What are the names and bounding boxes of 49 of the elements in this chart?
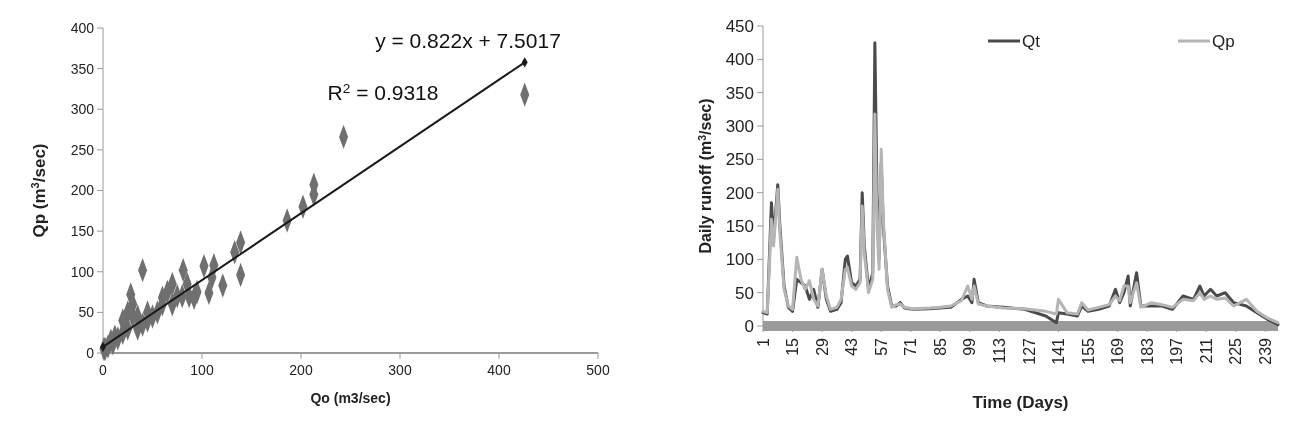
x-tick-label: 155	[1079, 337, 1097, 365]
x-tick-label: 57	[872, 337, 890, 356]
x-tick-label: 15	[784, 337, 802, 356]
x-tick-label: 85	[931, 337, 949, 356]
x-tick-label: 300	[388, 362, 412, 378]
y-tick-label: 400	[725, 50, 754, 70]
y-tick-label: 400	[70, 19, 95, 36]
y-tick-label: 200	[70, 182, 95, 199]
x-tick-label: 239	[1256, 337, 1274, 365]
annotation: y = 0.822x + 7.5017	[375, 29, 561, 52]
y-tick-label: 0	[744, 316, 754, 336]
x-tick-label: 127	[1020, 337, 1038, 365]
y-tick-label: 300	[70, 101, 95, 118]
x-tick-label: 211	[1197, 337, 1215, 364]
x-tick-label: 500	[586, 362, 610, 378]
legend-label: Qt	[1022, 31, 1041, 51]
y-tick-label: 50	[735, 283, 754, 303]
x-axis-title: Time (Days)	[972, 393, 1069, 412]
x-tick-label: 225	[1227, 337, 1245, 365]
x-tick-label: 0	[99, 362, 108, 378]
y-tick-label: 300	[725, 116, 754, 136]
x-tick-label: 400	[487, 362, 511, 378]
y-tick-label: 450	[725, 16, 754, 36]
annotation: R$^{2}$ = 0.9318	[327, 80, 439, 104]
x-tick-label: 183	[1138, 337, 1156, 365]
y-tick-label: 100	[70, 263, 95, 280]
y-tick-label: 200	[725, 183, 754, 203]
y-tick-label: 100	[725, 250, 754, 270]
x-tick-label: 197	[1168, 337, 1186, 365]
x-tick-label: 99	[961, 337, 979, 356]
x-tick-label: 113	[990, 337, 1008, 364]
x-axis-title: Qo (m3/sec)	[310, 390, 391, 406]
x-tick-label: 169	[1109, 337, 1127, 365]
x-tick-label: 141	[1050, 337, 1068, 365]
y-tick-label: 350	[725, 83, 754, 103]
y-tick-label: 350	[70, 60, 95, 77]
x-tick-label: 1	[754, 337, 772, 347]
x-tick-label: 43	[843, 337, 861, 356]
line-series	[761, 112, 1280, 325]
x-tick-label: 71	[902, 337, 920, 356]
x-tick-label: 29	[813, 337, 831, 356]
y-tick-label: 150	[70, 223, 95, 240]
y-tick-label: 150	[725, 216, 754, 236]
x-tick-label: 200	[289, 362, 313, 378]
x-tick-label: 100	[190, 362, 214, 378]
y-tick-label: 250	[70, 141, 95, 158]
legend-label: Qp	[1212, 31, 1235, 51]
y-tick-label: 50	[78, 304, 95, 321]
y-tick-label: 250	[725, 150, 754, 170]
